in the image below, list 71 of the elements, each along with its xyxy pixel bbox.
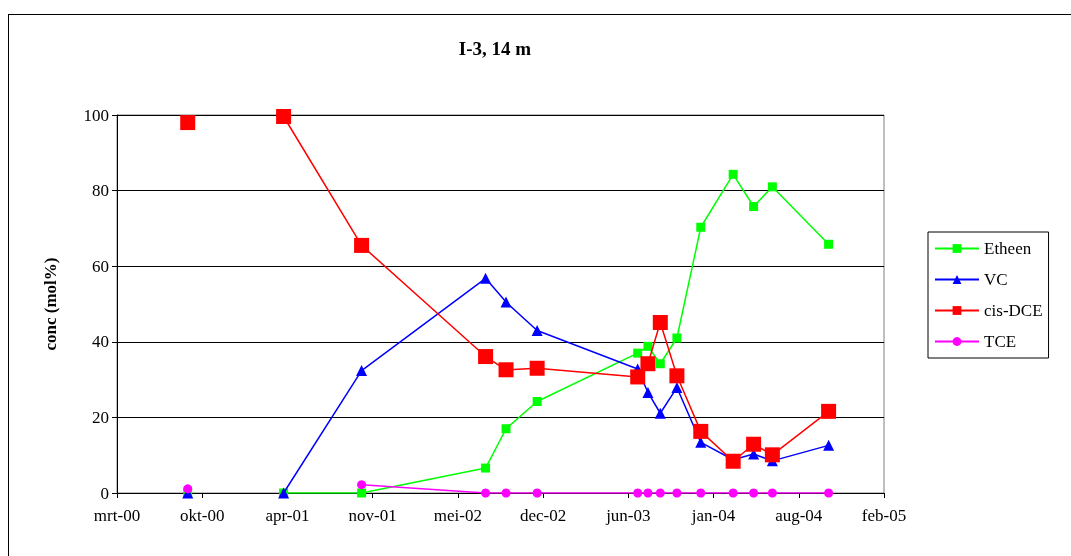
point: [696, 222, 706, 232]
chart-title: I-3, 14 m: [458, 38, 532, 59]
point: [630, 369, 646, 385]
point: [693, 423, 709, 439]
point: [764, 447, 780, 463]
x-tick-label: jan-04: [690, 506, 736, 525]
y-tick-label: 60: [92, 256, 109, 276]
point: [276, 109, 292, 125]
point: [652, 315, 668, 331]
legend-label: VC: [984, 270, 1008, 289]
point: [642, 386, 654, 398]
point: [654, 407, 666, 419]
legend-label: Etheen: [984, 239, 1032, 258]
point: [531, 324, 543, 336]
point: [671, 382, 683, 394]
point: [728, 488, 738, 498]
point: [481, 488, 491, 498]
legend-label: cis-DCE: [984, 301, 1043, 320]
legend-label: TCE: [984, 332, 1017, 351]
point: [767, 488, 777, 498]
point: [655, 359, 665, 369]
point: [824, 488, 834, 498]
x-tick-label: apr-01: [265, 506, 310, 525]
point: [481, 463, 491, 473]
point: [500, 296, 512, 308]
point: [356, 365, 368, 377]
point: [180, 115, 196, 131]
y-tick-label: 80: [92, 181, 109, 201]
point: [498, 362, 514, 378]
point: [478, 349, 494, 365]
point: [633, 488, 643, 498]
point: [696, 488, 706, 498]
point: [672, 488, 682, 498]
y-tick-label: 40: [92, 332, 109, 352]
point: [532, 397, 542, 407]
point: [672, 333, 682, 343]
point: [746, 436, 762, 452]
point: [749, 201, 759, 211]
point: [749, 488, 759, 498]
x-tick-label: nov-01: [348, 506, 397, 525]
point: [354, 237, 370, 253]
point: [728, 169, 738, 179]
x-tick-label: feb-05: [861, 506, 907, 525]
point: [640, 356, 656, 372]
x-tick-label: mrt-00: [93, 506, 141, 525]
x-tick-label: okt-00: [180, 506, 225, 525]
y-tick-label: 100: [83, 105, 109, 125]
point: [643, 488, 653, 498]
point: [529, 360, 545, 376]
point: [501, 488, 511, 498]
x-tick-label: dec-02: [519, 506, 567, 525]
point: [357, 488, 367, 498]
y-tick-label: 20: [92, 407, 109, 427]
point: [824, 239, 834, 249]
point: [633, 348, 643, 358]
point: [183, 484, 193, 494]
point: [669, 368, 685, 384]
point: [501, 424, 511, 434]
point: [767, 182, 777, 192]
point: [823, 439, 835, 451]
point: [480, 272, 492, 284]
y-axis-title: conc (mol%): [41, 257, 60, 351]
point: [532, 488, 542, 498]
x-tick-label: mei-02: [433, 506, 482, 525]
x-tick-label: aug-04: [775, 506, 823, 525]
point: [643, 341, 653, 351]
point: [357, 480, 367, 490]
point: [821, 403, 837, 419]
x-tick-label: jun-03: [605, 506, 651, 525]
y-tick-label: 0: [100, 483, 109, 503]
point: [655, 488, 665, 498]
